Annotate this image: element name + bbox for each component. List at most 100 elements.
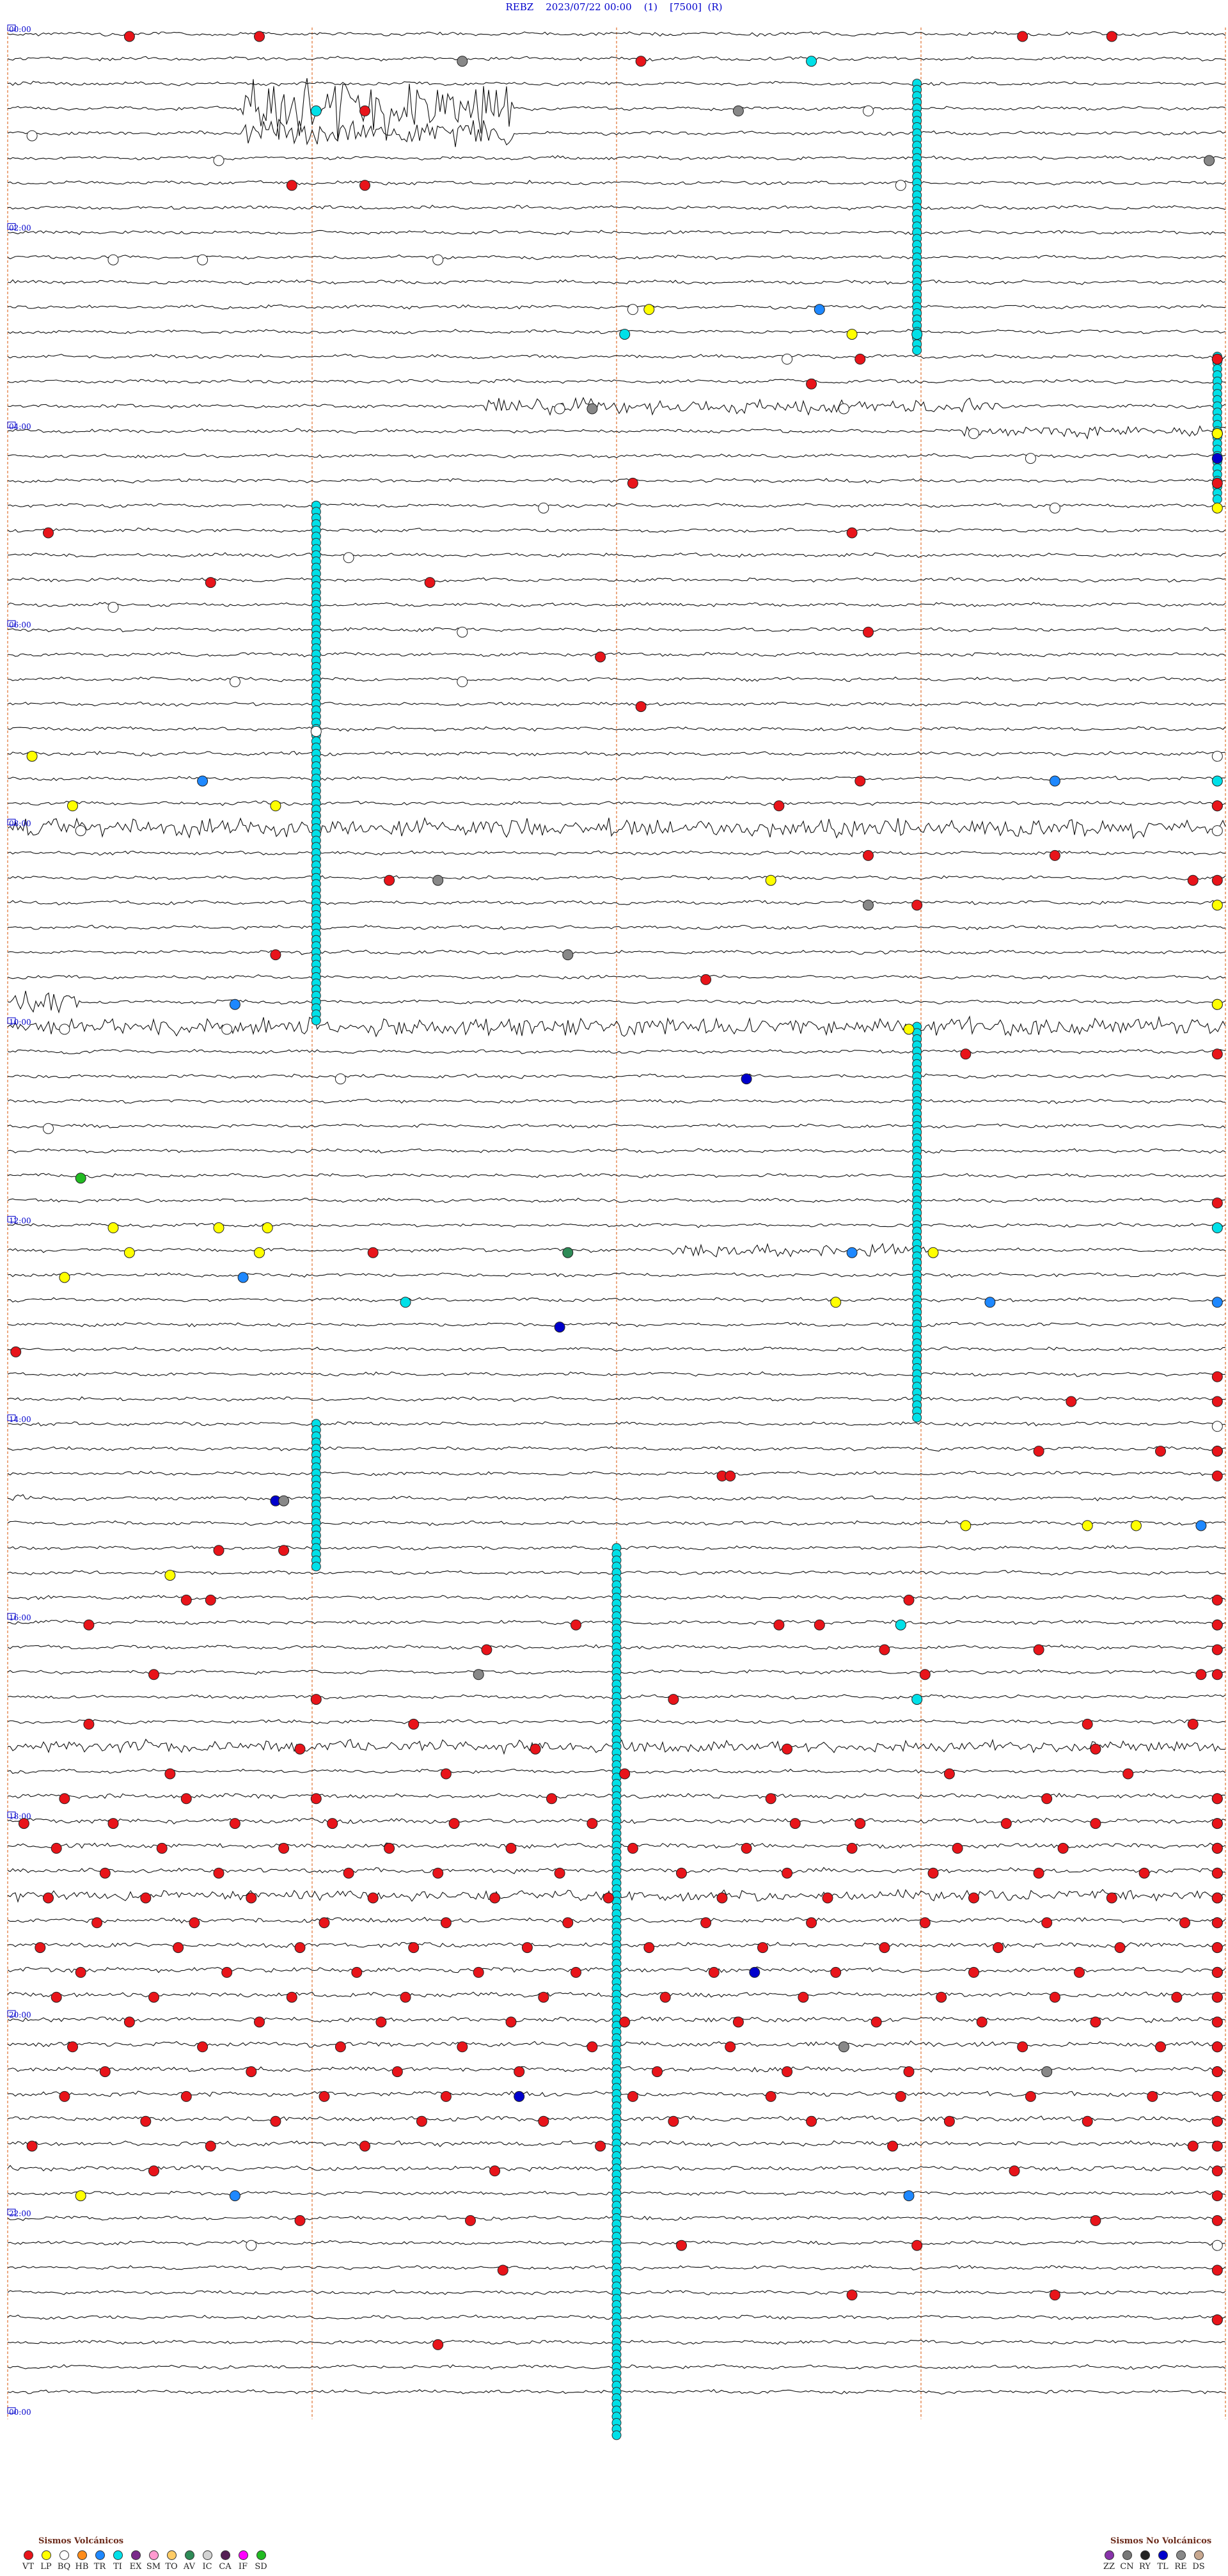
event-marker-vt-320 <box>765 2090 776 2102</box>
ti-marker-c1-l18-3 <box>1212 494 1222 504</box>
event-marker-vt-122 <box>1155 1446 1166 1457</box>
event-marker-vt-278 <box>1171 1991 1183 2003</box>
legend-swatch-to <box>166 2550 177 2560</box>
event-marker-lp-22 <box>643 304 655 315</box>
event-marker-re-131 <box>278 1495 290 1506</box>
event-marker-vt-344 <box>489 2165 501 2177</box>
event-marker-vt-299 <box>1017 2041 1028 2053</box>
event-marker-vt-314 <box>59 2090 70 2102</box>
event-marker-vt-361 <box>846 2289 858 2301</box>
event-marker-bq-41 <box>1025 453 1036 464</box>
event-marker-vt-357 <box>911 2240 923 2251</box>
trace-line-13 <box>7 354 1226 360</box>
event-marker-vt-172 <box>619 1768 631 1780</box>
event-marker-vt-273 <box>538 1991 549 2003</box>
legend-item-ry: RY <box>1136 2550 1154 2572</box>
event-marker-lp-134 <box>1130 1520 1142 1531</box>
trace-line-31 <box>7 800 1226 807</box>
event-marker-vt-288 <box>976 2016 988 2028</box>
event-marker-tl-40 <box>1211 453 1223 464</box>
ti-marker-c5-l96-3 <box>611 2430 622 2440</box>
event-marker-vt-249 <box>643 1942 655 1954</box>
event-marker-vt-285 <box>619 2016 631 2028</box>
event-marker-vt-350 <box>1211 2190 1223 2202</box>
legend-code-lp: LP <box>40 2562 52 2572</box>
legend-item-ca: CA <box>216 2550 234 2572</box>
trace-line-54 <box>7 1371 1226 1377</box>
event-marker-bq-17 <box>107 254 119 265</box>
event-marker-vt-226 <box>822 1892 833 1904</box>
event-marker-vt-92 <box>960 1048 972 1060</box>
event-marker-vt-338 <box>359 2140 370 2152</box>
event-marker-vt-117 <box>1211 1371 1223 1382</box>
event-marker-vt-199 <box>505 1842 517 1854</box>
event-marker-vt-225 <box>716 1892 728 1904</box>
event-marker-vt-356 <box>676 2240 687 2251</box>
event-marker-vt-224 <box>602 1892 614 1904</box>
event-marker-vt-175 <box>59 1793 70 1805</box>
event-marker-vt-336 <box>26 2140 38 2152</box>
event-marker-ti-147 <box>895 1619 906 1631</box>
event-marker-re-76 <box>432 874 444 886</box>
event-marker-ti-4 <box>806 56 817 67</box>
event-marker-vt-319 <box>627 2090 638 2102</box>
event-marker-vt-185 <box>229 1818 240 1829</box>
event-marker-vt-292 <box>67 2041 78 2053</box>
event-marker-re-155 <box>473 1669 484 1680</box>
event-marker-tl-262 <box>749 1966 760 1978</box>
event-marker-vt-317 <box>440 2090 452 2102</box>
hour-label-box-0 <box>7 24 16 31</box>
event-marker-tr-112 <box>984 1297 996 1308</box>
trace-line-12 <box>7 329 1226 335</box>
hour-label-box-2 <box>7 422 16 429</box>
trace-line-19 <box>7 503 1226 509</box>
event-marker-vt-297 <box>725 2041 736 2053</box>
event-marker-vt-263 <box>830 1966 842 1978</box>
legend-code-sd: SD <box>255 2562 267 2572</box>
legend-item-hb: HB <box>73 2550 91 2572</box>
legend-item-vt: VT <box>19 2550 37 2572</box>
event-marker-vt-190 <box>854 1818 866 1829</box>
event-marker-vt-14 <box>359 180 370 191</box>
hour-label-12: 00:00 <box>9 2408 31 2417</box>
event-marker-vt-340 <box>887 2140 899 2152</box>
event-marker-vt-5 <box>1017 31 1028 42</box>
trace-line-38 <box>7 974 1226 980</box>
event-marker-vt-268 <box>1211 1966 1223 1978</box>
event-marker-vt-270 <box>148 1991 159 2003</box>
legend-swatch-tr <box>95 2550 105 2560</box>
event-marker-vt-129 <box>1211 1470 1223 1482</box>
event-marker-vt-167 <box>530 1743 541 1755</box>
event-marker-vt-70 <box>1211 800 1223 812</box>
event-marker-vt-228 <box>1106 1892 1117 1904</box>
legend-code-tr: TR <box>93 2562 106 2572</box>
event-marker-vt-69 <box>773 800 785 812</box>
trace-line-53 <box>7 1347 1226 1352</box>
event-marker-lp-100 <box>213 1222 224 1233</box>
event-marker-vt-139 <box>180 1594 192 1606</box>
event-marker-vt-55 <box>595 651 606 663</box>
event-marker-vt-240 <box>1041 1917 1053 1929</box>
event-marker-vt-79 <box>1211 874 1223 886</box>
event-marker-vt-282 <box>254 2016 265 2028</box>
trace-line-4 <box>7 118 1226 147</box>
event-marker-vt-321 <box>895 2090 906 2102</box>
event-marker-vt-81 <box>911 899 923 911</box>
event-marker-vt-237 <box>700 1917 712 1929</box>
event-marker-vt-339 <box>595 2140 606 2152</box>
event-marker-tr-109 <box>237 1272 249 1283</box>
event-marker-lp-38 <box>1211 428 1223 439</box>
event-marker-lp-132 <box>960 1520 972 1531</box>
legend-item-av: AV <box>180 2550 198 2572</box>
trace-line-50 <box>7 1272 1226 1278</box>
legend-item-re: RE <box>1172 2550 1190 2572</box>
trace-line-22 <box>7 577 1226 583</box>
trace-line-36 <box>7 924 1226 931</box>
event-marker-vt-364 <box>1211 2314 1223 2326</box>
event-marker-vt-118 <box>1066 1396 1077 1407</box>
hour-label-box-12 <box>7 2407 16 2414</box>
trace-line-28 <box>7 726 1226 732</box>
event-marker-tl-94 <box>741 1073 752 1085</box>
event-marker-re-31 <box>586 403 598 415</box>
event-marker-vt-259 <box>473 1966 484 1978</box>
